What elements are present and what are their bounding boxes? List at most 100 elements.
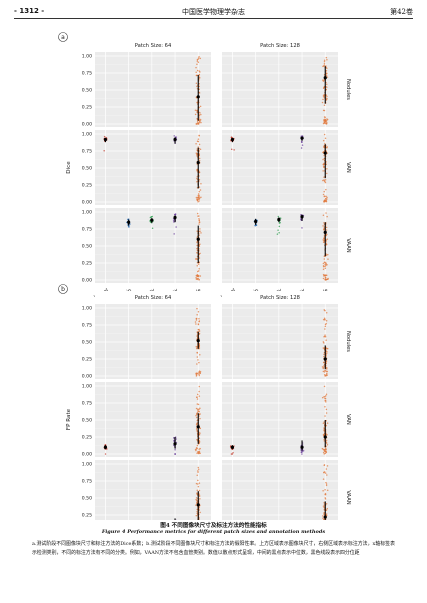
median-point [230, 137, 235, 142]
data-point [230, 148, 233, 151]
data-point [322, 241, 325, 243]
data-point [325, 212, 327, 214]
data-point [326, 238, 329, 240]
data-point [325, 226, 328, 229]
data-point [175, 438, 177, 440]
data-point [324, 137, 327, 139]
data-point [198, 317, 200, 320]
data-point [195, 449, 197, 452]
y-tick-label: 0.75 [82, 71, 92, 77]
data-point [325, 243, 328, 246]
data-point [232, 451, 234, 454]
col-strip [95, 39, 211, 50]
data-point [324, 415, 326, 417]
data-point [196, 502, 199, 504]
data-point [196, 241, 198, 244]
row-strip [341, 130, 350, 205]
data-point [321, 447, 324, 450]
data-point [196, 122, 198, 125]
data-point [322, 318, 325, 321]
row-strip [341, 52, 350, 127]
data-point [196, 148, 199, 150]
data-point [200, 182, 202, 185]
data-point [326, 351, 328, 353]
facet-background [222, 304, 338, 379]
data-point [198, 448, 200, 450]
data-point [195, 323, 197, 325]
data-point [323, 518, 325, 520]
data-point [198, 73, 200, 76]
figure-caption-en: Figure 4 Performance metrics for differe… [101, 529, 326, 535]
facet-background [222, 460, 338, 520]
data-point [197, 310, 200, 313]
data-point [325, 373, 328, 376]
data-point [325, 172, 328, 175]
data-point [322, 490, 324, 492]
data-point [197, 483, 199, 485]
data-point [324, 200, 326, 203]
data-point [198, 385, 201, 388]
data-point [325, 395, 327, 397]
data-point [277, 215, 280, 218]
data-point [197, 146, 200, 148]
data-point [195, 514, 198, 517]
data-point [324, 265, 326, 268]
median-point [196, 160, 200, 165]
data-point [324, 334, 326, 336]
data-point [199, 112, 201, 114]
y-tick-label: 0.50 [82, 88, 92, 94]
journal-title: 中国医学物理学杂志 [182, 8, 245, 16]
data-point [172, 219, 175, 222]
median-point [196, 339, 200, 343]
data-point [150, 216, 153, 218]
data-point [323, 163, 326, 165]
data-point [196, 356, 199, 358]
data-point [324, 309, 326, 312]
data-point [198, 344, 201, 347]
data-point [322, 341, 325, 343]
data-point [198, 332, 201, 335]
data-point [173, 439, 175, 442]
data-point [198, 157, 201, 160]
data-point [323, 430, 326, 432]
data-point [323, 421, 325, 423]
data-point [301, 227, 303, 229]
data-point [278, 225, 281, 228]
data-point [198, 347, 201, 349]
data-point [197, 471, 199, 473]
data-point [279, 217, 282, 219]
data-point [199, 120, 201, 122]
data-point [325, 99, 328, 101]
data-point [326, 507, 329, 510]
data-point [196, 275, 199, 278]
data-point [194, 109, 197, 112]
data-point [198, 159, 201, 162]
data-point [200, 121, 202, 124]
data-point [325, 240, 328, 242]
data-point [326, 465, 329, 467]
data-point [324, 116, 326, 119]
median-point [277, 217, 281, 222]
data-point [325, 234, 328, 237]
data-point [198, 153, 201, 156]
col-strip [222, 291, 338, 302]
data-point [323, 120, 326, 122]
data-point [323, 145, 325, 148]
data-point [325, 481, 327, 484]
y-axis-label: FP Rate [66, 408, 72, 430]
data-point [323, 335, 325, 338]
y-tick-label: 0.50 [82, 418, 92, 424]
data-point [324, 118, 326, 121]
data-point [196, 352, 199, 354]
data-point [199, 432, 201, 434]
y-tick-label: 0.25 [82, 513, 92, 519]
row-label: Nodules [345, 331, 351, 352]
data-point [325, 72, 328, 75]
data-point [324, 489, 326, 491]
data-point [198, 190, 200, 193]
data-point [194, 321, 197, 323]
data-point [322, 265, 325, 267]
data-point [323, 104, 326, 107]
data-point [196, 140, 199, 143]
data-point [300, 451, 303, 453]
